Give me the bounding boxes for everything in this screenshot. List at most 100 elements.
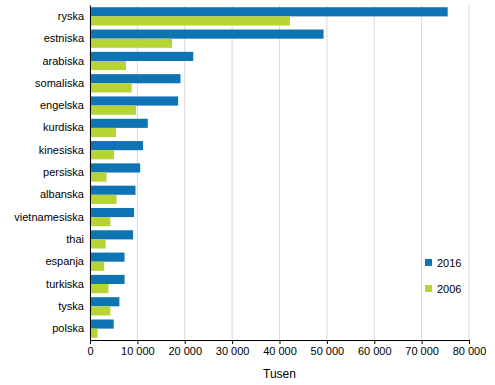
bar (90, 195, 117, 204)
bar (90, 253, 125, 262)
x-tick: 20 000 (168, 340, 202, 357)
y-tick: vietnamesiska (14, 211, 90, 223)
bar (90, 61, 126, 70)
y-tick: thai (66, 233, 90, 245)
grid-line (421, 5, 422, 340)
bar (90, 186, 135, 195)
x-axis: 0 10 000 20 000 30 000 40 000 50 000 60 000 70 … (87, 340, 486, 357)
bar (90, 16, 290, 25)
y-axis-line (90, 6, 91, 341)
bar (90, 297, 119, 306)
y-tick: espanja (45, 255, 90, 267)
bar (90, 39, 172, 48)
bar (90, 74, 180, 83)
x-tick-label: 0 (87, 345, 93, 357)
bar (90, 83, 132, 92)
x-tick-mark (185, 340, 186, 344)
x-tick-label: 80 000 (453, 345, 487, 357)
bar (90, 106, 136, 115)
y-tick: albanska (40, 188, 90, 200)
y-tick: somaliska (35, 77, 90, 89)
chart: 0 10 000 20 000 30 000 40 000 50 000 60 000 70 … (0, 0, 495, 385)
bar (90, 173, 107, 182)
y-tick-label: estniska (44, 32, 85, 44)
x-tick-mark (280, 340, 281, 344)
x-tick: 80 000 (453, 340, 487, 357)
y-tick: tyska (58, 300, 90, 312)
x-tick: 0 (87, 340, 93, 357)
x-tick-mark (232, 340, 233, 344)
bar (90, 306, 110, 315)
grid-line (279, 5, 280, 340)
grid-line (90, 5, 91, 340)
bar (90, 284, 108, 293)
bar (90, 128, 116, 137)
y-tick: engelska (40, 99, 90, 111)
y-tick-label: ryska (58, 10, 85, 22)
y-tick: ryska (58, 10, 90, 22)
y-tick: polska (52, 322, 90, 334)
bar (90, 30, 324, 39)
y-tick: kurdiska (43, 121, 90, 133)
y-tick-label: vietnamesiska (14, 211, 85, 223)
y-tick-label: persiska (43, 166, 85, 178)
x-tick: 30 000 (216, 340, 250, 357)
x-tick-label: 20 000 (168, 345, 202, 357)
x-tick-label: 50 000 (311, 345, 345, 357)
legend-swatch (425, 285, 432, 292)
y-tick-label: engelska (40, 99, 85, 111)
bar (90, 239, 106, 248)
y-tick-label: thai (66, 233, 84, 245)
legend-label: 2006 (437, 283, 461, 295)
x-tick-mark (469, 340, 470, 344)
bar (90, 96, 178, 105)
x-tick-mark (374, 340, 375, 344)
x-axis-line (91, 341, 470, 345)
y-tick-label: arabiska (42, 55, 84, 67)
x-axis-title: Tusen (263, 367, 296, 381)
y-tick: persiska (43, 166, 90, 178)
x-tick-label: 10 000 (121, 345, 155, 357)
grid-line (232, 5, 233, 340)
grid-line (469, 5, 470, 340)
bars (90, 7, 448, 338)
x-tick: 50 000 (311, 340, 345, 357)
y-tick-label: somaliska (35, 77, 85, 89)
bar (90, 141, 143, 150)
legend-swatch (425, 259, 432, 266)
y-tick-label: polska (52, 322, 85, 334)
bar (90, 208, 134, 217)
x-tick-label: 40 000 (263, 345, 297, 357)
bar (90, 230, 133, 239)
x-tick-label: 70 000 (405, 345, 439, 357)
x-tick: 10 000 (121, 340, 155, 357)
x-tick-mark (327, 340, 328, 344)
x-tick: 70 000 (405, 340, 439, 357)
y-tick-label: turkiska (46, 278, 85, 290)
x-tick-label: 60 000 (358, 345, 392, 357)
y-tick-label: espanja (45, 255, 84, 267)
plot: 0 10 000 20 000 30 000 40 000 50 000 60 000 70 … (14, 5, 486, 357)
legend: 2016 2006 (425, 257, 461, 295)
y-tick: kinesiska (39, 144, 90, 156)
x-tick-mark (422, 340, 423, 344)
y-tick: turkiska (46, 278, 90, 290)
bar (90, 319, 114, 328)
x-tick: 60 000 (358, 340, 392, 357)
bar (90, 7, 448, 16)
x-tick-mark (90, 340, 91, 344)
bar (90, 150, 114, 159)
grid (90, 5, 469, 340)
legend-label: 2016 (437, 257, 461, 269)
y-tick-label: albanska (40, 188, 85, 200)
y-tick: arabiska (42, 55, 90, 67)
bar (90, 52, 193, 61)
bar (90, 329, 98, 338)
bar (90, 163, 140, 172)
x-tick-mark (137, 340, 138, 344)
bar (90, 275, 125, 284)
x-tick: 40 000 (263, 340, 297, 357)
y-axis: ryska estniska arabiska somaliska engelska ku… (14, 6, 90, 341)
y-tick-label: kurdiska (43, 121, 85, 133)
x-tick-label: 30 000 (216, 345, 250, 357)
